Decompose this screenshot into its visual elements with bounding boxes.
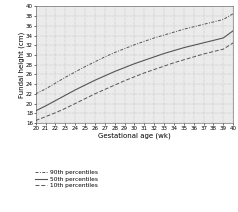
X-axis label: Gestational age (wk): Gestational age (wk)	[98, 132, 171, 139]
Y-axis label: Fundal height (cm): Fundal height (cm)	[18, 32, 25, 98]
Legend: 90th percentiles, 50th percentiles, 10th percentiles: 90th percentiles, 50th percentiles, 10th…	[35, 170, 98, 188]
